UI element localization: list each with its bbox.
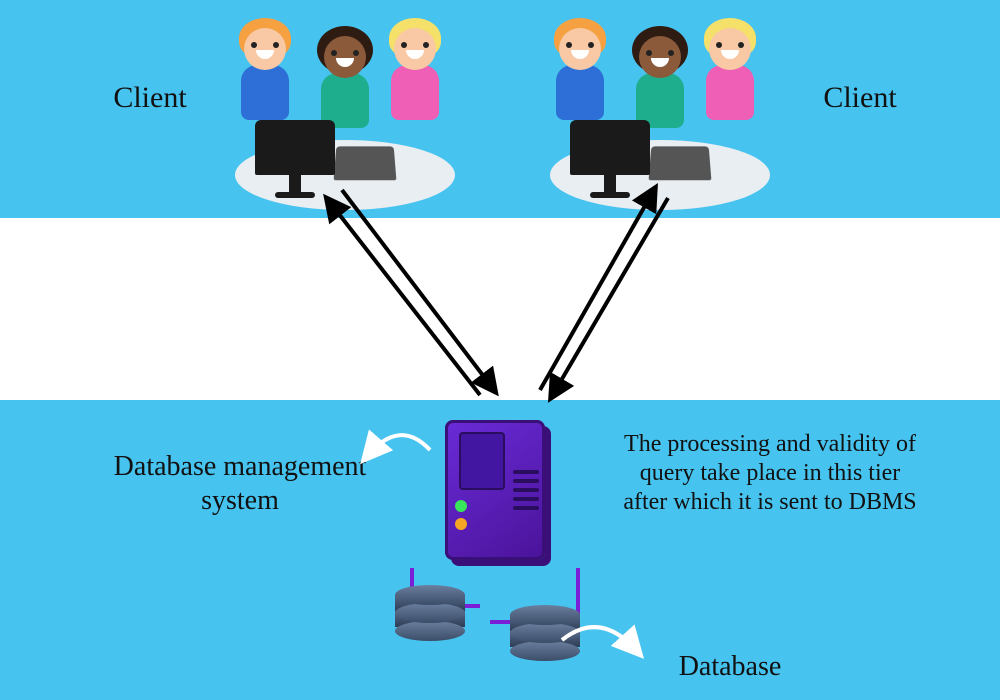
database-disk-icon (510, 605, 580, 665)
child-figure-icon (385, 10, 445, 120)
client-illustration-right (550, 10, 770, 210)
server-icon (430, 420, 560, 570)
monitor-icon (570, 120, 650, 175)
client-illustration-left (235, 10, 455, 210)
child-figure-icon (315, 18, 375, 128)
child-figure-icon (235, 10, 295, 120)
child-figure-icon (630, 18, 690, 128)
client-left-label: Client (90, 80, 210, 116)
database-disk-icon (395, 585, 465, 645)
laptop-icon (649, 146, 712, 180)
monitor-base-icon (275, 192, 315, 198)
client-right-label: Client (800, 80, 920, 116)
monitor-base-icon (590, 192, 630, 198)
monitor-icon (255, 120, 335, 175)
child-figure-icon (700, 10, 760, 120)
database-label: Database (640, 650, 820, 684)
description-label: The processing and validity of query tak… (620, 430, 920, 516)
child-figure-icon (550, 10, 610, 120)
laptop-icon (334, 146, 397, 180)
dbms-label: Database management system (110, 450, 370, 517)
